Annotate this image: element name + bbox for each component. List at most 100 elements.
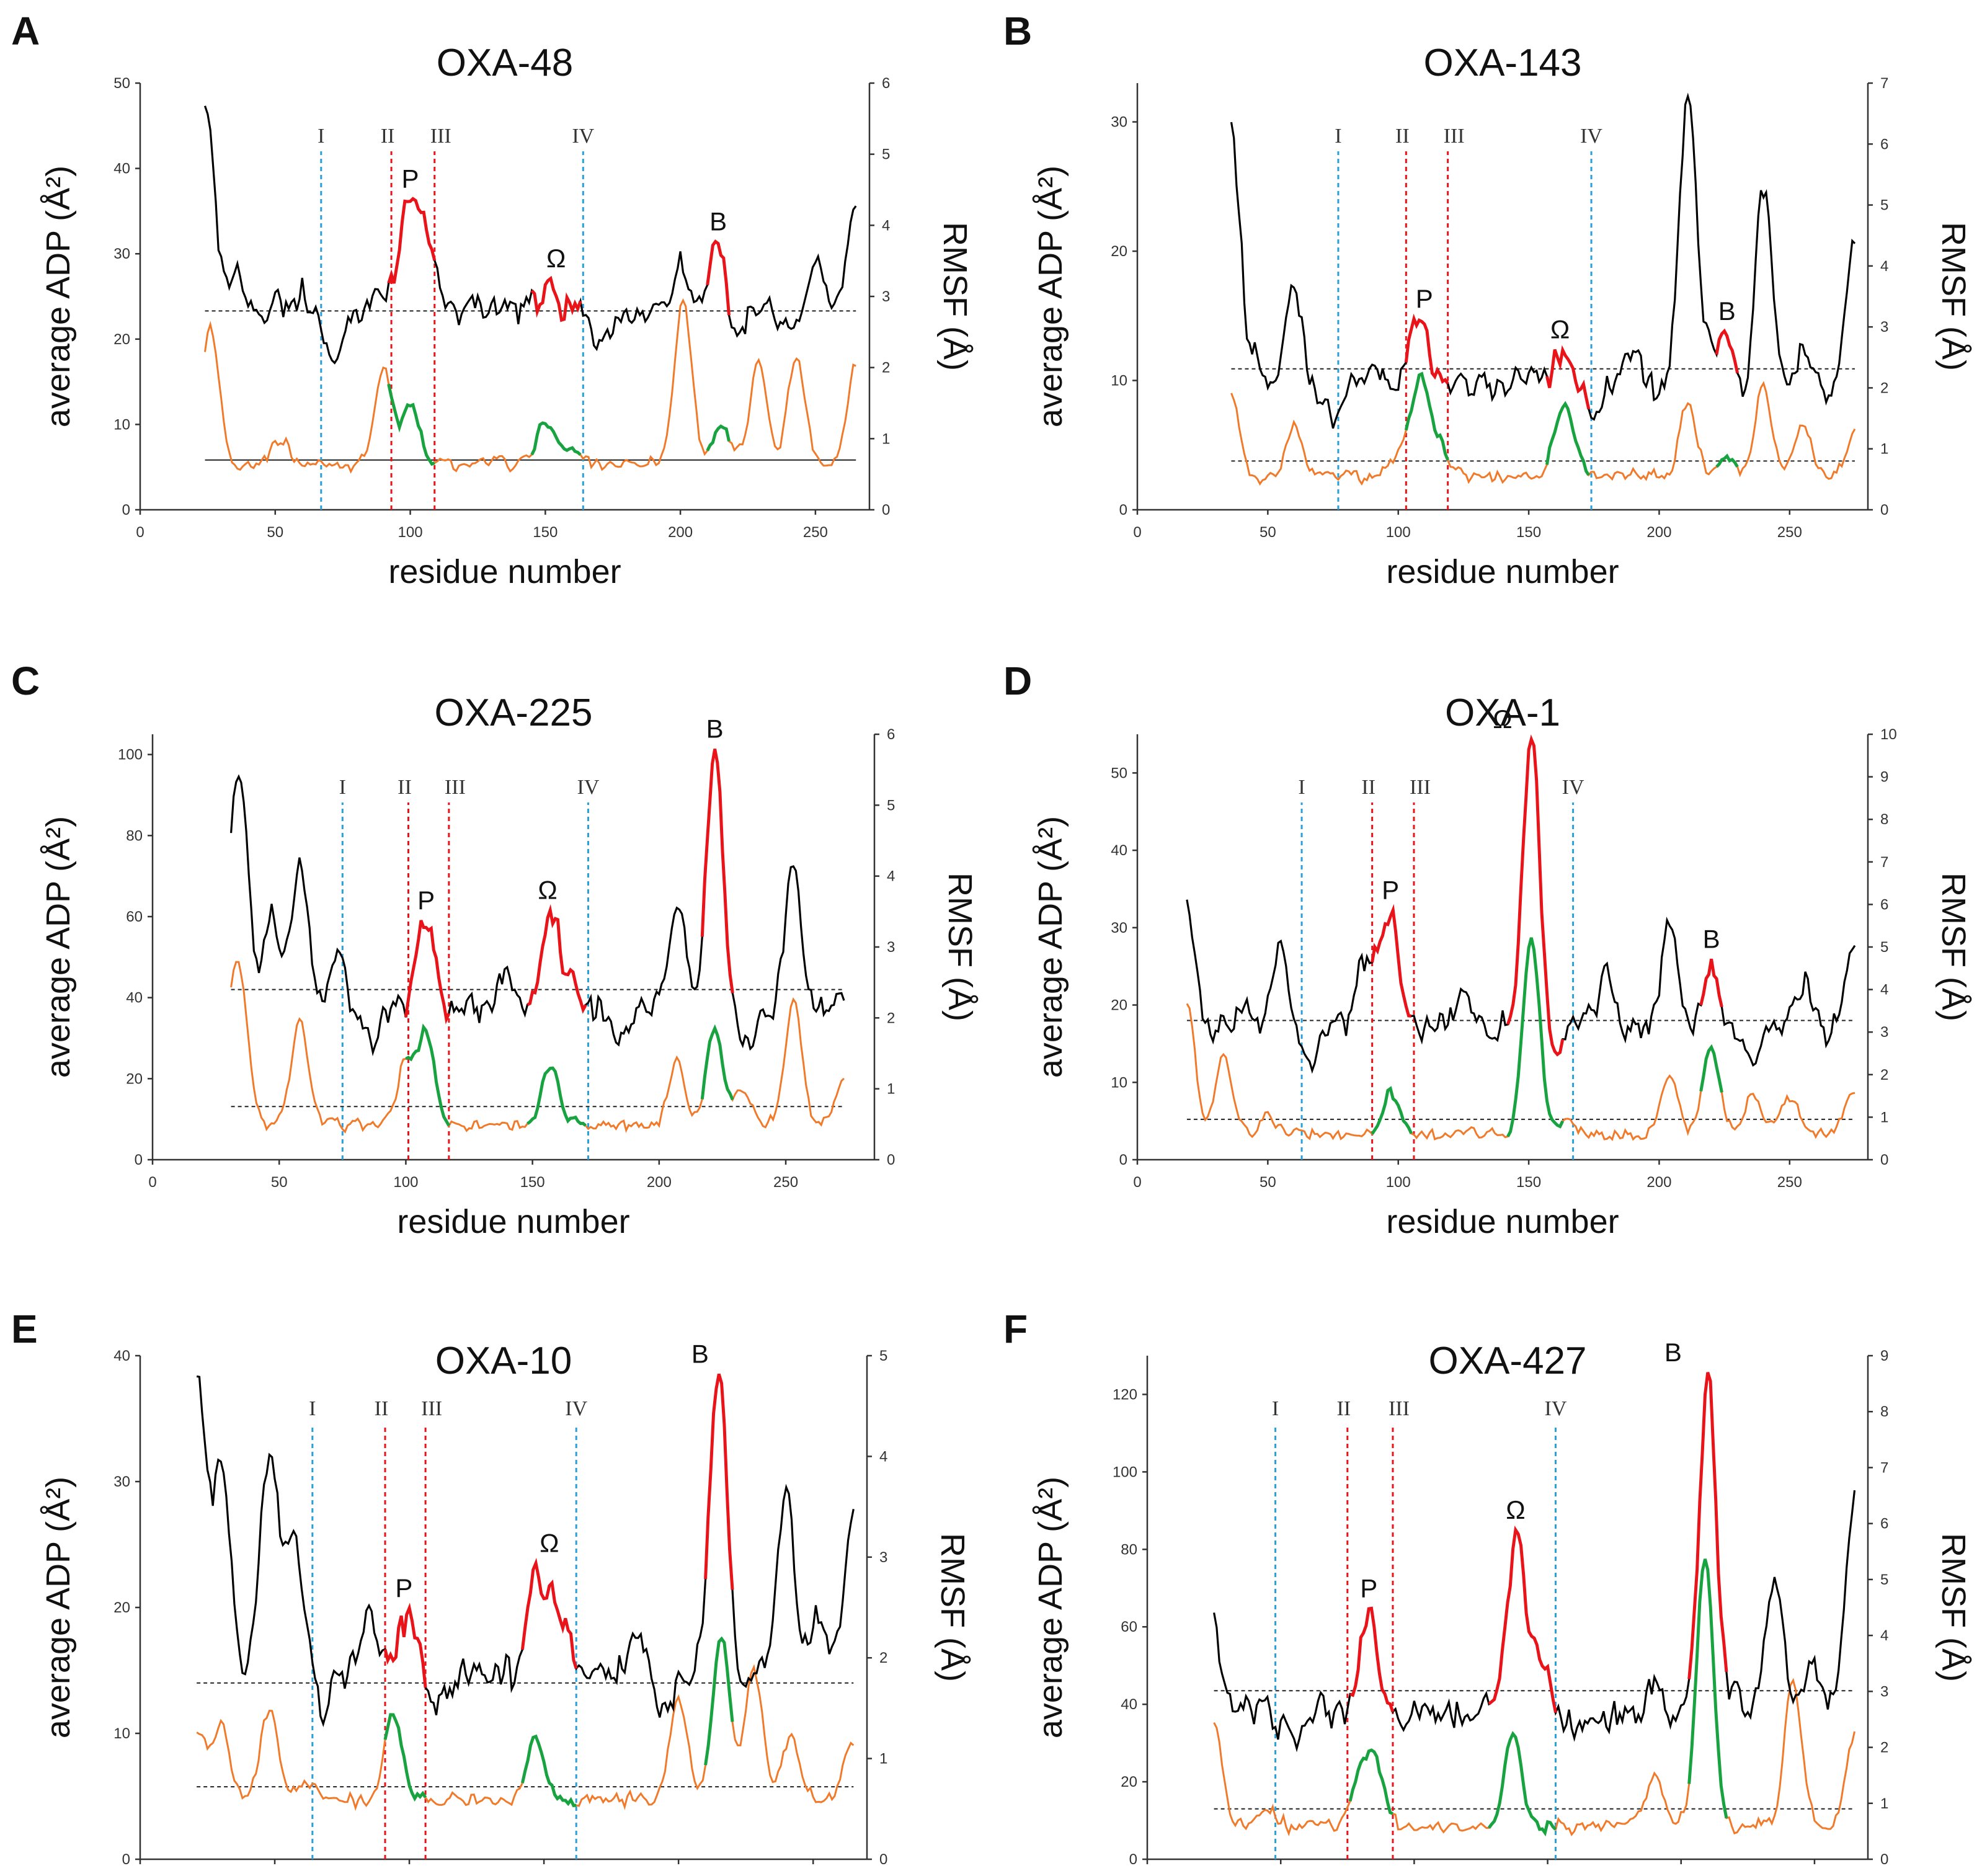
- rmsf-highlight-p: [387, 383, 435, 466]
- adp-highlight-b: [1687, 1372, 1728, 1679]
- region-label-p: P: [1382, 876, 1399, 905]
- x-tick-label: 150: [531, 1874, 556, 1876]
- divider-label: III: [445, 776, 466, 799]
- x-tick-label: 250: [801, 1874, 825, 1876]
- y-tick-label: 0: [1119, 1152, 1127, 1168]
- adp-highlight-ω: [1545, 345, 1591, 410]
- x-tick-label: 0: [1133, 1174, 1141, 1191]
- adp-highlight-ω: [527, 904, 587, 1014]
- y2-tick-label: 7: [1880, 1459, 1888, 1476]
- right-axis-label: RMSF (Å): [936, 222, 974, 371]
- y2-tick-label: 1: [1880, 1109, 1888, 1126]
- rmsf-highlight-b: [706, 424, 731, 451]
- y2-tick-label: 5: [1880, 197, 1888, 214]
- y-tick-label: 0: [1129, 1851, 1137, 1868]
- y-tick-label: 40: [113, 161, 130, 177]
- right-axis-label: RMSF (Å): [934, 1533, 971, 1682]
- x-tick-label: 50: [267, 1874, 283, 1876]
- right-axis-label: RMSF (Å): [1935, 873, 1972, 1021]
- panel-c: C OXA-225 0 50 100 150 200 250 0 20 40 60 80 100 0 1 2 3 4…: [11, 659, 979, 1240]
- adp-highlight-p: [1404, 313, 1449, 385]
- left-axis-label: average ADP (Å²): [1032, 1477, 1069, 1738]
- divider-label: III: [1410, 776, 1431, 799]
- panel-title: OXA-143: [1423, 42, 1581, 84]
- adp-highlight-b: [704, 1373, 734, 1590]
- panel-letter: C: [11, 659, 40, 703]
- divider-label: I: [1272, 1397, 1279, 1420]
- y2-tick-label: 0: [882, 502, 890, 518]
- x-tick-label: 200: [1646, 1174, 1671, 1191]
- left-axis-label: average ADP (Å²): [40, 166, 77, 427]
- y-tick-label: 30: [1111, 920, 1127, 936]
- region-label-b: B: [709, 207, 727, 236]
- rmsf-highlight-p: [383, 1713, 427, 1802]
- right-axis-label: RMSF (Å): [1935, 1533, 1972, 1682]
- y2-tick-label: 3: [882, 288, 890, 305]
- adp-highlight-b: [706, 239, 731, 316]
- y2-tick-label: 4: [887, 868, 895, 885]
- rmsf-highlight-ω: [520, 1734, 577, 1808]
- y-tick-label: 0: [122, 502, 130, 518]
- panel-a: A OXA-48 0 50 100 150 200 250 0 10 20 30 40 50 0 1 2 3 4 5 6…: [11, 9, 974, 590]
- region-label-ω: Ω: [546, 244, 566, 273]
- y-tick-label: 50: [1111, 765, 1127, 781]
- divider-label: I: [1335, 125, 1341, 148]
- right-axis-label: RMSF (Å): [1935, 222, 1972, 371]
- x-tick-label: 250: [803, 524, 828, 541]
- divider-label: IV: [1562, 776, 1584, 799]
- y2-tick-label: 6: [1880, 1516, 1888, 1532]
- left-axis-label: average ADP (Å²): [1032, 816, 1069, 1078]
- y2-tick-label: 4: [1880, 1627, 1888, 1644]
- x-tick-label: 150: [533, 524, 558, 541]
- rmsf-highlight-p: [1348, 1748, 1393, 1815]
- y2-tick-label: 6: [887, 726, 895, 743]
- y2-tick-label: 1: [882, 430, 890, 447]
- rmsf-highlight-p: [1404, 371, 1450, 461]
- y2-tick-label: 2: [887, 1010, 895, 1026]
- region-label-p: P: [1360, 1573, 1377, 1603]
- divider-label: I: [1298, 776, 1305, 799]
- x-tick-label: 200: [647, 1174, 672, 1191]
- x-axis-label: residue number: [397, 1203, 629, 1240]
- rmsf-highlight-b: [700, 1024, 734, 1101]
- y2-tick-label: 3: [879, 1549, 887, 1566]
- panel-letter: E: [11, 1307, 38, 1351]
- region-label-b: B: [691, 1340, 709, 1369]
- divider-label: II: [381, 125, 395, 148]
- y-tick-label: 0: [1119, 502, 1127, 518]
- y-tick-label: 40: [113, 1348, 130, 1364]
- y2-tick-label: 9: [1880, 1348, 1888, 1364]
- x-tick-label: 150: [1516, 524, 1541, 541]
- y-tick-label: 40: [126, 990, 143, 1007]
- divider-label: IV: [565, 1397, 587, 1420]
- adp-series-line: [1230, 92, 1856, 429]
- divider-label: III: [430, 125, 451, 148]
- y-tick-label: 10: [113, 1725, 130, 1742]
- divider-label: III: [1444, 125, 1465, 148]
- y-tick-label: 30: [113, 1474, 130, 1490]
- left-axis-label: average ADP (Å²): [40, 1477, 77, 1738]
- region-label-p: P: [402, 164, 419, 193]
- y2-tick-label: 2: [1880, 1740, 1888, 1756]
- y2-tick-label: 0: [1880, 502, 1888, 518]
- x-tick-label: 50: [271, 1174, 288, 1191]
- region-label-b: B: [706, 714, 724, 744]
- rmsf-series-line: [196, 1637, 855, 1812]
- y2-tick-label: 8: [1880, 811, 1888, 828]
- rmsf-highlight-p: [1371, 1086, 1413, 1135]
- divider-label: I: [318, 125, 324, 148]
- x-tick-label: 200: [1646, 524, 1671, 541]
- y2-tick-label: 9: [1880, 769, 1888, 786]
- divider-label: I: [339, 776, 346, 799]
- x-axis-label: residue number: [1386, 553, 1619, 590]
- x-tick-label: 250: [1777, 524, 1802, 541]
- adp-highlight-p: [404, 920, 451, 1025]
- panel-d: D OXA-1 0 50 100 150 200 250 0 10 20 30 40 50 0 1 2 3 4 5 6 7…: [1003, 659, 1972, 1240]
- y2-tick-label: 3: [1880, 1024, 1888, 1041]
- panel-title: OXA-225: [434, 691, 592, 734]
- adp-highlight-b: [700, 749, 734, 994]
- rmsf-highlight-b: [1687, 1558, 1728, 1819]
- y-tick-label: 20: [113, 331, 130, 348]
- divider-label: IV: [577, 776, 600, 799]
